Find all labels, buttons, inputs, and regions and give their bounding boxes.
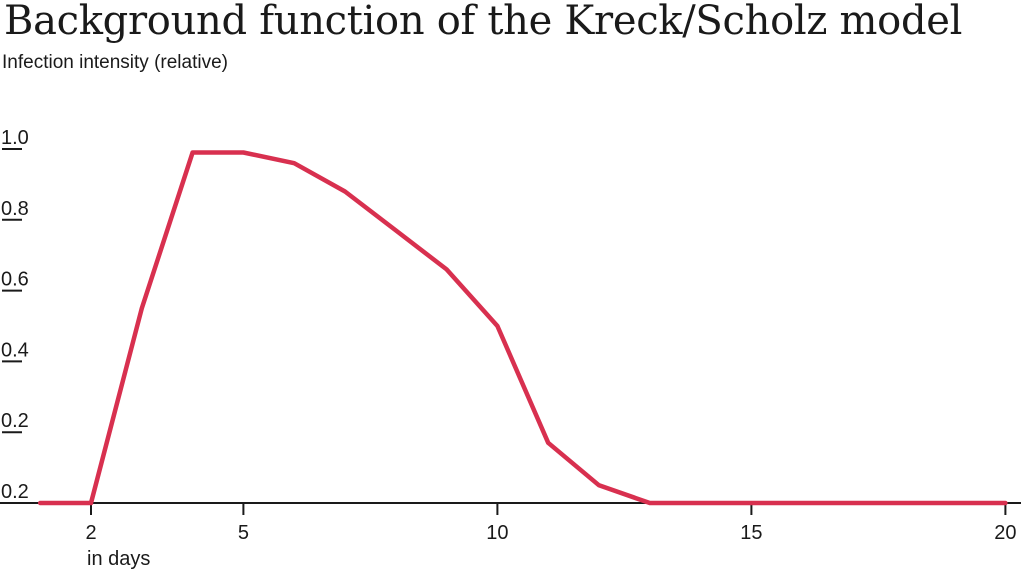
x-axis-ticks: 2 5 10 15 20 (85, 503, 1017, 544)
y-tick-label: 0.2 (1, 481, 29, 503)
x-tick-label: 2 (85, 522, 96, 544)
data-series (37, 150, 1008, 506)
y-tick-label: 0.6 (1, 269, 29, 291)
x-tick-label: 5 (238, 522, 249, 544)
x-tick-label: 20 (994, 522, 1016, 544)
y-tick-label: 0.8 (1, 198, 29, 220)
x-axis-label: in days (87, 548, 150, 570)
y-tick-label: 0.4 (1, 339, 29, 361)
series-line (37, 150, 1008, 506)
x-tick-label: 15 (740, 522, 762, 544)
chart-title: Background function of the Kreck/Scholz … (4, 0, 963, 44)
y-axis-label: Infection intensity (relative) (2, 52, 228, 73)
y-tick-label: 1.0 (1, 127, 29, 149)
y-tick-label: 0.2 (1, 410, 29, 432)
y-axis-ticks: 0.2 0.2 0.4 0.6 0.8 1.0 (1, 127, 29, 503)
x-tick-label: 10 (486, 522, 508, 544)
